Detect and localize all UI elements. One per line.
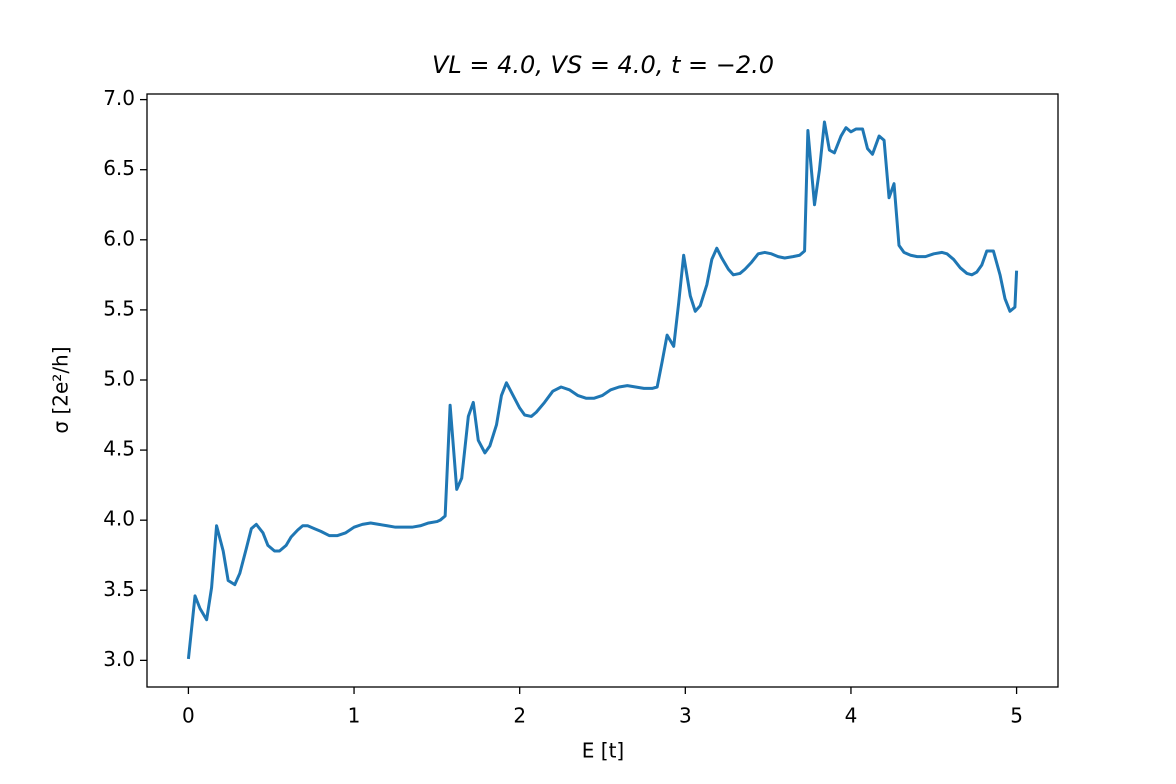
y-axis-label: σ [2e²/h] bbox=[49, 346, 73, 433]
data-line bbox=[186, 120, 1019, 660]
x-tick-label: 4 bbox=[845, 704, 858, 728]
y-tick-label: 3.5 bbox=[103, 577, 135, 601]
x-axis-label: E [t] bbox=[582, 739, 624, 763]
x-tick-label: 3 bbox=[679, 704, 692, 728]
x-tick-label: 5 bbox=[1010, 704, 1023, 728]
plot-frame bbox=[146, 93, 1059, 688]
y-tick-label: 5.0 bbox=[103, 366, 135, 390]
y-tick-label: 6.5 bbox=[103, 156, 135, 180]
x-tick-label: 2 bbox=[513, 704, 526, 728]
y-tick-label: 4.0 bbox=[103, 507, 135, 531]
x-tick-label: 0 bbox=[182, 704, 195, 728]
y-tick-label: 4.5 bbox=[103, 437, 135, 461]
y-tick-label: 5.5 bbox=[103, 296, 135, 320]
y-tick-label: 7.0 bbox=[103, 86, 135, 110]
chart-title: VL = 4.0, VS = 4.0, t = −2.0 bbox=[432, 51, 774, 79]
y-tick-label: 3.0 bbox=[103, 647, 135, 671]
x-tick-label: 1 bbox=[348, 704, 361, 728]
y-tick-label: 6.0 bbox=[103, 226, 135, 250]
